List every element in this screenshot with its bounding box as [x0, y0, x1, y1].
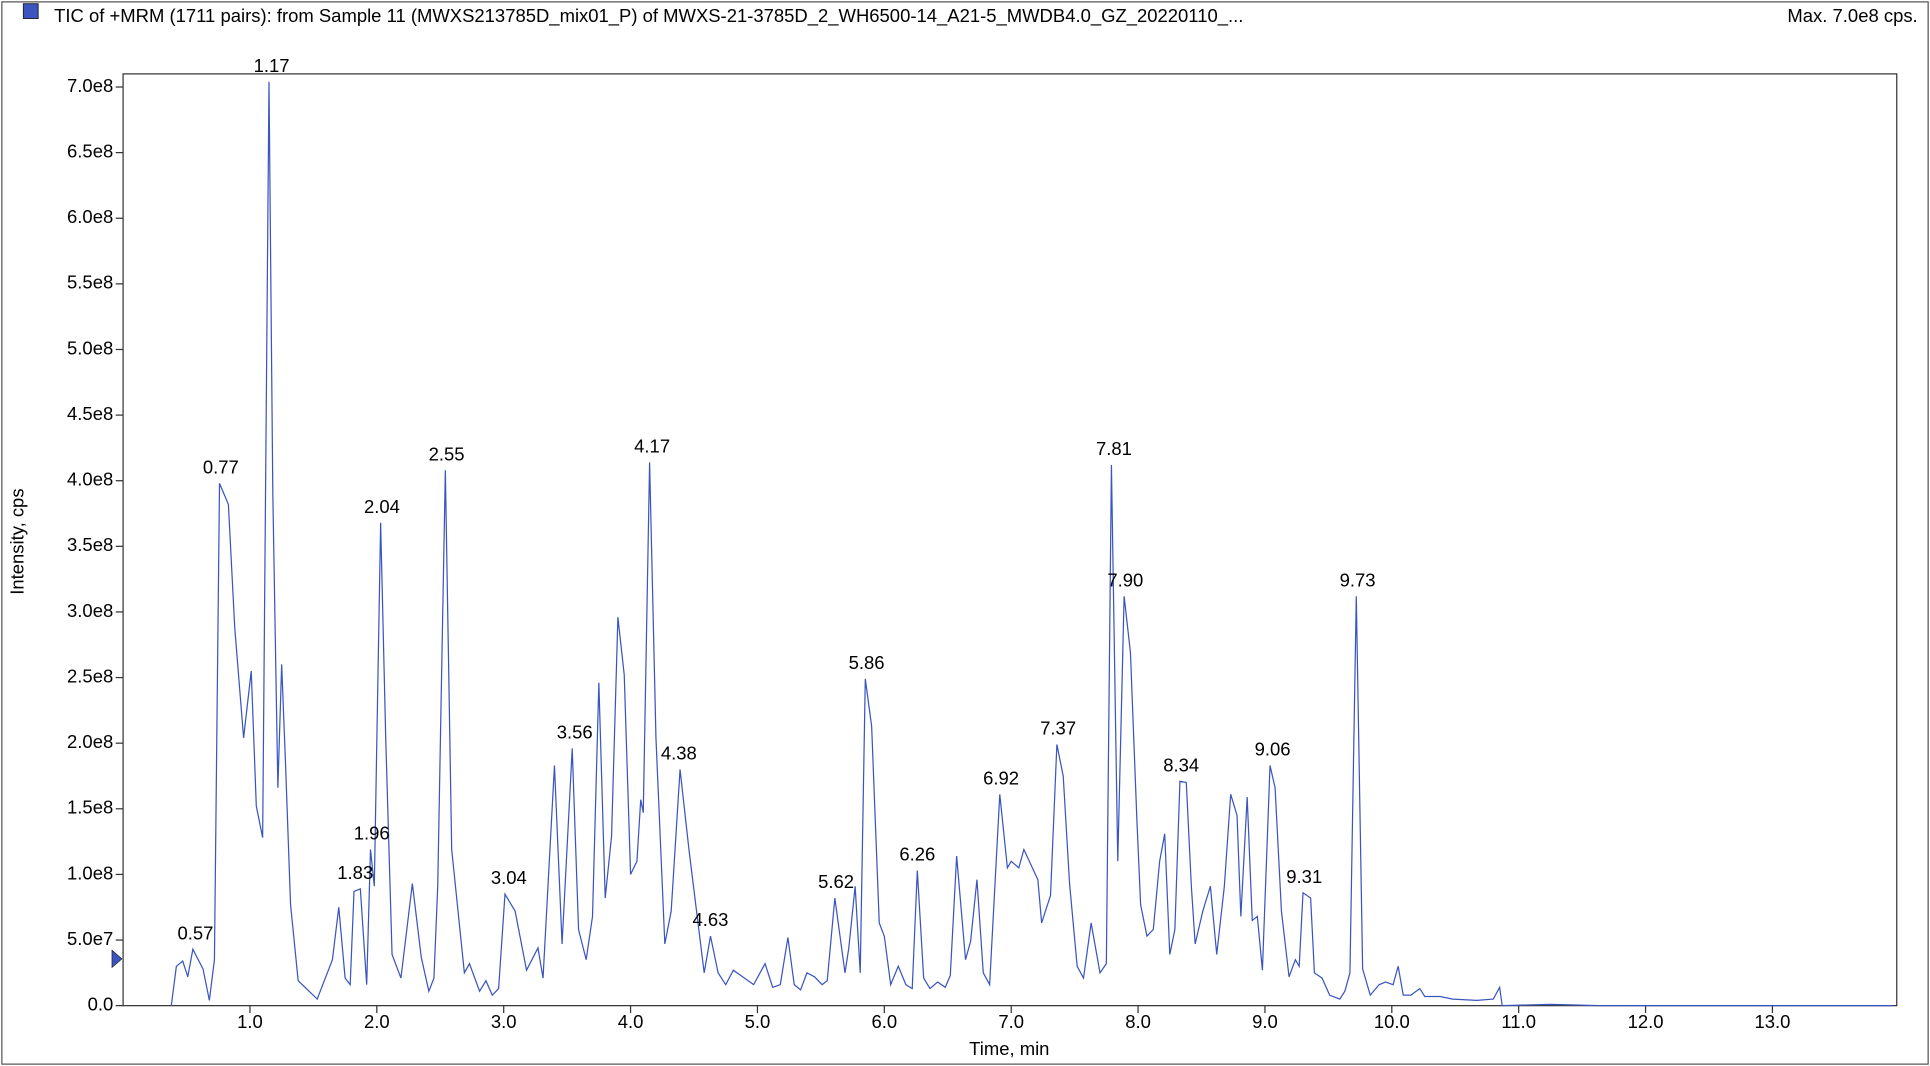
y-tick-label: 0.0: [88, 994, 114, 1015]
y-tick-label: 5.0e7: [67, 928, 113, 949]
y-tick-label: 6.0e8: [67, 206, 113, 227]
y-tick-label: 7.0e8: [67, 75, 113, 96]
y-axis-title: Intensity, cps: [6, 488, 27, 594]
peak-label: 4.38: [661, 743, 697, 764]
x-tick-label: 8.0: [1125, 1011, 1151, 1032]
plot-frame: [122, 73, 1898, 1007]
x-tick-label: 7.0: [998, 1011, 1024, 1032]
peak-label: 9.73: [1340, 569, 1376, 590]
tic-trace: [170, 81, 1893, 1007]
peak-label: 7.37: [1040, 718, 1076, 739]
peak-label: 3.04: [491, 867, 527, 888]
peak-label: 1.83: [337, 862, 373, 883]
x-tick-label: 5.0: [745, 1011, 771, 1032]
peak-label: 9.31: [1286, 866, 1322, 887]
y-tick-label: 2.5e8: [67, 665, 113, 686]
peak-label: 2.55: [429, 443, 465, 464]
peak-label: 9.06: [1255, 739, 1291, 760]
x-tick-label: 11.0: [1501, 1011, 1536, 1032]
x-tick-label: 2.0: [364, 1011, 390, 1032]
peak-label: 1.17: [254, 55, 290, 76]
baseline-marker: [111, 949, 123, 969]
peak-label: 4.17: [634, 435, 670, 456]
y-tick-label: 5.5e8: [67, 272, 113, 293]
peak-label: 8.34: [1163, 754, 1199, 775]
peak-label: 0.77: [203, 456, 239, 477]
peak-label: 7.81: [1096, 438, 1132, 459]
y-tick-label: 5.0e8: [67, 337, 113, 358]
peak-label: 1.96: [354, 823, 390, 844]
y-tick-label: 4.0e8: [67, 469, 113, 490]
x-axis-title: Time, min: [969, 1038, 1049, 1059]
legend-swatch: [22, 3, 39, 19]
peak-label: 5.62: [818, 871, 854, 892]
y-tick-label: 6.5e8: [67, 141, 113, 162]
chart-subtitle: Max. 7.0e8 cps.: [1787, 5, 1917, 26]
x-tick-label: 3.0: [491, 1011, 517, 1032]
peak-label: 5.86: [849, 652, 885, 673]
peak-label: 6.26: [899, 844, 935, 865]
chart-title: TIC of +MRM (1711 pairs): from Sample 11…: [54, 5, 1243, 27]
peak-label: 6.92: [983, 767, 1019, 788]
y-tick-label: 3.0e8: [67, 600, 113, 621]
x-tick-label: 13.0: [1754, 1011, 1790, 1032]
y-tick-label: 3.5e8: [67, 534, 113, 555]
x-tick-label: 1.0: [237, 1011, 263, 1032]
x-tick-label: 6.0: [871, 1011, 897, 1032]
x-tick-label: 12.0: [1628, 1011, 1664, 1032]
y-tick-label: 1.0e8: [67, 862, 113, 883]
y-tick-label: 1.5e8: [67, 797, 113, 818]
peak-label: 7.90: [1107, 569, 1143, 590]
y-tick-label: 4.5e8: [67, 403, 113, 424]
x-tick-label: 4.0: [618, 1011, 644, 1032]
peak-label: 3.56: [557, 722, 593, 743]
peak-label: 0.57: [177, 922, 213, 943]
y-tick-label: 2.0e8: [67, 731, 113, 752]
peak-label: 4.63: [693, 909, 729, 930]
x-tick-label: 10.0: [1374, 1011, 1410, 1032]
x-tick-label: 9.0: [1252, 1011, 1278, 1032]
peak-label: 2.04: [364, 496, 400, 517]
